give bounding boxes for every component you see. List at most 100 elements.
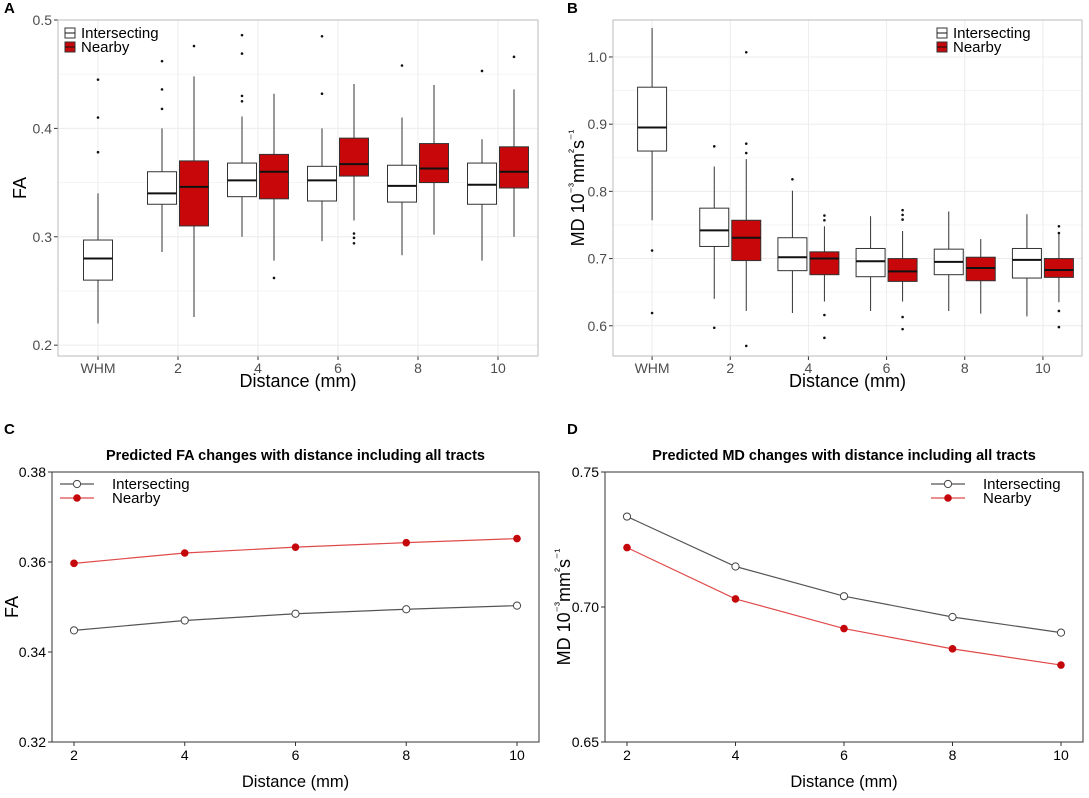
box-body (777, 237, 808, 272)
x-axis-label: Distance (mm) (242, 773, 349, 791)
legend-marker-nearby (944, 494, 952, 502)
box-body (259, 153, 289, 200)
outlier-point (823, 313, 826, 317)
legend-marker-intersecting (943, 479, 953, 489)
box-body (637, 86, 668, 152)
plot-frame (612, 19, 1083, 357)
box-body (339, 137, 369, 177)
legend-label-nearby: Nearby (112, 490, 161, 507)
x-tick-label: 10 (1053, 747, 1069, 763)
box-intersecting-10 (1011, 214, 1042, 317)
panel-label: A (4, 0, 15, 17)
box-nearby-2 (731, 50, 762, 348)
x-tick-label: 2 (623, 747, 631, 763)
outlier-point (96, 150, 100, 154)
box-nearby-6 (887, 208, 918, 331)
outlier-point (320, 34, 324, 38)
data-point (291, 609, 300, 618)
outlier-point (192, 44, 196, 48)
y-tick-label: 1.0 (588, 49, 608, 65)
series-line (73, 538, 518, 564)
box-nearby-2 (179, 44, 209, 317)
x-axis-label: Distance (mm) (789, 371, 906, 391)
plot-frame (57, 19, 539, 357)
outlier-point (744, 344, 748, 348)
box-body (1043, 258, 1074, 278)
box-body (83, 239, 113, 281)
x-tick-label: 8 (949, 747, 957, 763)
box-body (1011, 247, 1042, 279)
x-tick-label: 8 (961, 360, 969, 376)
outlier-point (160, 107, 164, 111)
box-intersecting-4 (777, 177, 808, 313)
outlier-point (352, 241, 356, 245)
data-point (402, 538, 411, 547)
x-axis: 2 4 6 8 10 (70, 742, 525, 763)
box-nearby-4 (259, 93, 289, 280)
series-intersecting (622, 512, 1066, 637)
outlier-point (791, 177, 794, 181)
series-line (73, 605, 518, 631)
legend-label-intersecting: Intersecting (983, 476, 1061, 493)
box-intersecting-8 (387, 64, 417, 256)
outlier-point (901, 327, 904, 331)
data-point (1056, 628, 1066, 637)
outlier-point (1057, 231, 1061, 235)
legend-label-nearby: Nearby (953, 39, 1002, 56)
box-body (855, 247, 886, 278)
x-tick-label: 2 (174, 360, 182, 376)
box-body (699, 207, 730, 247)
chart-title: Predicted FA changes with distance inclu… (106, 448, 485, 464)
box-intersecting-10 (467, 69, 497, 261)
y-tick-label: 0.6 (588, 318, 608, 334)
data-point (291, 543, 300, 551)
outlier-point (901, 315, 904, 319)
legend-label-nearby: Nearby (983, 490, 1032, 507)
legend-label-intersecting: Intersecting (953, 25, 1031, 42)
y-axis: 0.65 0.70 0.75 (572, 464, 605, 750)
outlier-point (240, 33, 244, 37)
plot-frame (604, 471, 1084, 743)
box-body (147, 171, 177, 205)
x-tick-label: 4 (254, 360, 262, 376)
box-body (467, 162, 497, 205)
legend-label-intersecting: Intersecting (81, 25, 159, 42)
x-tick-label: 10 (509, 747, 525, 763)
x-tick-label: 8 (402, 747, 410, 763)
legend-marker-intersecting (72, 479, 82, 489)
panel-C: C Predicted FA changes with distance incl… (2, 421, 540, 791)
y-axis: 0.2 0.3 0.4 0.5 (33, 12, 58, 353)
y-tick-label: 0.4 (33, 120, 53, 136)
y-tick-label: 0.36 (19, 554, 46, 570)
box-body (307, 165, 337, 202)
box-intersecting-2 (147, 59, 177, 252)
x-axis-label: Distance (mm) (790, 773, 897, 791)
outlier-point (1057, 225, 1061, 228)
outlier-point (823, 336, 826, 340)
box-body (499, 146, 529, 189)
legend-marker-nearby (73, 494, 81, 502)
box-nearby-8 (965, 239, 996, 314)
panel-B: B 0.6 0.7 0.8 0.9 1.0 WHM 2 4 6 8 10 Distance (mm) MD… (566, 0, 1083, 391)
y-tick-label: 0.34 (19, 644, 46, 660)
outlier-point (901, 213, 904, 217)
box-intersecting-WHM (83, 78, 113, 324)
series-line (626, 547, 1062, 666)
x-axis-label: Distance (mm) (239, 371, 356, 391)
legend-label-intersecting: Intersecting (112, 476, 190, 493)
outlier-point (650, 311, 654, 315)
y-tick-label: 0.75 (572, 464, 599, 480)
boxes (637, 28, 1074, 348)
gridlines (613, 20, 1082, 356)
y-tick-label: 0.8 (588, 183, 608, 199)
x-tick-label: 6 (840, 747, 848, 763)
y-tick-label: 0.65 (572, 734, 599, 750)
y-tick-label: 0.32 (19, 734, 46, 750)
box-body (887, 258, 918, 282)
data-point (512, 601, 522, 610)
box-body (965, 256, 996, 282)
x-tick-label: 4 (805, 360, 813, 376)
